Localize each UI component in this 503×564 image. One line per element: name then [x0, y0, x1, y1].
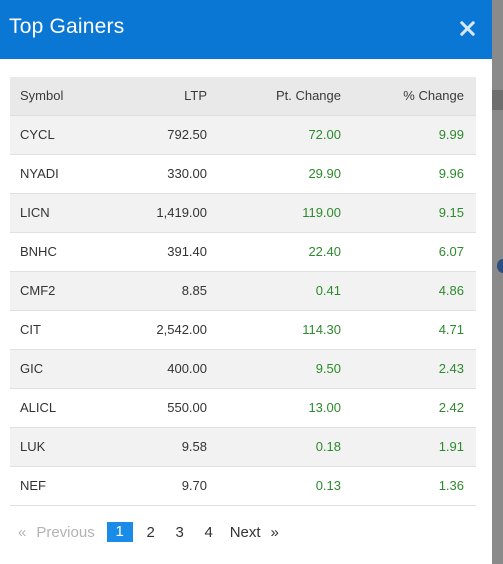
header-pt-change[interactable]: Pt. Change — [207, 77, 341, 116]
modal-header: Top Gainers — [0, 0, 492, 59]
page-button-1[interactable]: 1 — [106, 522, 133, 542]
backdrop — [492, 0, 503, 564]
ltp-cell: 1,419.00 — [120, 193, 207, 233]
symbol-cell[interactable]: NYADI — [10, 154, 120, 194]
pct-change-cell: 1.91 — [341, 427, 476, 467]
modal-title: Top Gainers — [9, 15, 125, 38]
ltp-cell: 330.00 — [120, 154, 207, 194]
pagination: « Previous 1 2 3 4 Next » — [10, 521, 279, 543]
symbol-cell[interactable]: LICN — [10, 193, 120, 233]
header-symbol[interactable]: Symbol — [10, 77, 120, 116]
backdrop-indicator — [497, 259, 503, 273]
previous-label: Previous — [36, 523, 95, 541]
header-pct-change[interactable]: % Change — [341, 77, 476, 116]
symbol-cell[interactable]: CYCL — [10, 115, 120, 155]
table-row[interactable]: LICN 1,419.00 119.00 9.15 — [10, 193, 476, 233]
table-row[interactable]: ALICL 550.00 13.00 2.42 — [10, 388, 476, 428]
header-ltp[interactable]: LTP — [120, 77, 207, 116]
ltp-cell: 391.40 — [120, 232, 207, 272]
page-button-4[interactable]: 4 — [204, 523, 213, 541]
pt-change-cell: 13.00 — [207, 388, 341, 428]
pct-change-cell: 4.71 — [341, 310, 476, 350]
ltp-cell: 9.58 — [120, 427, 207, 467]
table-row[interactable]: BNHC 391.40 22.40 6.07 — [10, 232, 476, 272]
close-icon[interactable] — [459, 20, 476, 37]
ltp-cell: 400.00 — [120, 349, 207, 389]
page-button-2[interactable]: 2 — [146, 523, 155, 541]
table-row[interactable]: GIC 400.00 9.50 2.43 — [10, 349, 476, 389]
symbol-cell[interactable]: NEF — [10, 466, 120, 506]
pct-change-cell: 9.99 — [341, 115, 476, 155]
gainers-table: Symbol LTP Pt. Change % Change CYCL 792.… — [10, 77, 476, 506]
pt-change-cell: 0.41 — [207, 271, 341, 311]
page-button-3[interactable]: 3 — [175, 523, 184, 541]
table-header-row: Symbol LTP Pt. Change % Change — [10, 77, 476, 116]
table-row[interactable]: LUK 9.58 0.18 1.91 — [10, 427, 476, 467]
pt-change-cell: 114.30 — [207, 310, 341, 350]
pt-change-cell: 22.40 — [207, 232, 341, 272]
double-chevron-left-icon: « — [18, 523, 27, 541]
symbol-cell[interactable]: CIT — [10, 310, 120, 350]
table-row[interactable]: CYCL 792.50 72.00 9.99 — [10, 115, 476, 155]
pt-change-cell: 72.00 — [207, 115, 341, 155]
pt-change-cell: 0.13 — [207, 466, 341, 506]
table-row[interactable]: NEF 9.70 0.13 1.36 — [10, 466, 476, 506]
top-gainers-modal: Top Gainers Symbol LTP Pt. Change % Chan… — [0, 0, 492, 564]
symbol-cell[interactable]: ALICL — [10, 388, 120, 428]
next-page-button[interactable]: Next » — [230, 524, 279, 541]
pct-change-cell: 1.36 — [341, 466, 476, 506]
ltp-cell: 792.50 — [120, 115, 207, 155]
pt-change-cell: 9.50 — [207, 349, 341, 389]
table-row[interactable]: NYADI 330.00 29.90 9.96 — [10, 154, 476, 194]
pct-change-cell: 9.96 — [341, 154, 476, 194]
symbol-cell[interactable]: BNHC — [10, 232, 120, 272]
pct-change-cell: 6.07 — [341, 232, 476, 272]
symbol-cell[interactable]: CMF2 — [10, 271, 120, 311]
double-chevron-right-icon: » — [270, 523, 279, 541]
backdrop-element — [492, 90, 503, 110]
pct-change-cell: 2.43 — [341, 349, 476, 389]
pt-change-cell: 29.90 — [207, 154, 341, 194]
table-row[interactable]: CIT 2,542.00 114.30 4.71 — [10, 310, 476, 350]
pct-change-cell: 9.15 — [341, 193, 476, 233]
ltp-cell: 8.85 — [120, 271, 207, 311]
ltp-cell: 550.00 — [120, 388, 207, 428]
ltp-cell: 2,542.00 — [120, 310, 207, 350]
pct-change-cell: 2.42 — [341, 388, 476, 428]
pct-change-cell: 4.86 — [341, 271, 476, 311]
gainers-table-container: Symbol LTP Pt. Change % Change CYCL 792.… — [10, 77, 476, 506]
previous-page-button: « Previous — [18, 524, 95, 541]
pt-change-cell: 119.00 — [207, 193, 341, 233]
table-row[interactable]: CMF2 8.85 0.41 4.86 — [10, 271, 476, 311]
ltp-cell: 9.70 — [120, 466, 207, 506]
symbol-cell[interactable]: GIC — [10, 349, 120, 389]
next-label: Next — [229, 523, 261, 541]
symbol-cell[interactable]: LUK — [10, 427, 120, 467]
pt-change-cell: 0.18 — [207, 427, 341, 467]
